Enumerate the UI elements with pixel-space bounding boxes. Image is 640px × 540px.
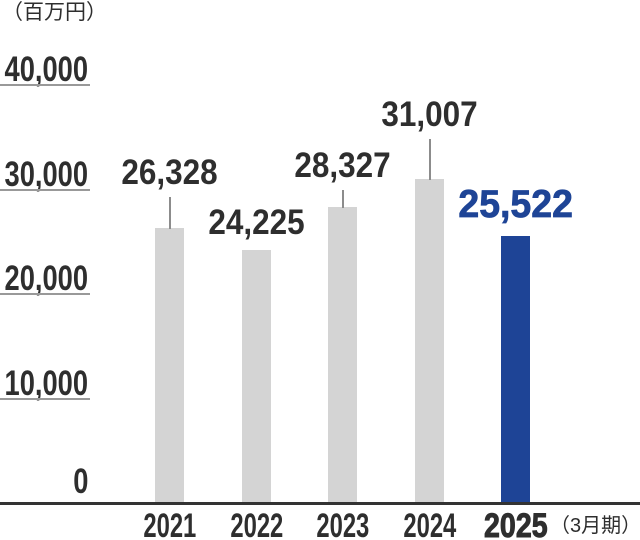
year-label-2024: 2024 bbox=[370, 509, 490, 540]
y-tick-text: 10,000 bbox=[4, 363, 88, 403]
value-label-2024: 31,007 bbox=[330, 97, 530, 132]
y-tick-text: 0 bbox=[72, 462, 88, 501]
y-tick-text: 20,000 bbox=[4, 259, 88, 298]
bar-2023 bbox=[328, 206, 357, 504]
bar-2024 bbox=[415, 178, 444, 504]
x-axis-unit-text: （3月期） bbox=[550, 515, 640, 537]
year-text: 2024 bbox=[403, 507, 456, 540]
y-tick-line bbox=[0, 397, 90, 400]
leader-line-2021 bbox=[168, 197, 171, 229]
leader-line-2023 bbox=[341, 190, 344, 208]
year-label-2025: 2025 bbox=[456, 509, 576, 540]
y-tick-line bbox=[0, 84, 90, 86]
leader-line-2024 bbox=[428, 139, 431, 180]
year-text: 2022 bbox=[230, 507, 283, 540]
y-tick-label-0: 0 bbox=[69, 464, 88, 499]
bar-2025 bbox=[501, 236, 530, 504]
y-axis-unit-text: （百万円） bbox=[2, 1, 107, 24]
x-axis-line bbox=[0, 502, 640, 505]
value-text: 25,522 bbox=[458, 183, 573, 226]
y-tick-label-10000: 10,000 bbox=[0, 366, 88, 401]
year-text: 2025 bbox=[483, 507, 548, 540]
y-tick-label-20000: 20,000 bbox=[0, 261, 88, 296]
y-tick-line bbox=[0, 293, 90, 295]
bar-2022 bbox=[242, 249, 271, 504]
value-text: 26,328 bbox=[121, 153, 218, 192]
value-text: 24,225 bbox=[208, 203, 305, 242]
year-label-2021: 2021 bbox=[110, 509, 230, 540]
value-label-2021: 26,328 bbox=[70, 155, 270, 190]
value-text: 28,327 bbox=[294, 146, 391, 185]
y-tick-label-40000: 40,000 bbox=[0, 52, 88, 87]
y-axis-unit-label: （百万円） bbox=[2, 2, 107, 23]
year-label-2023: 2023 bbox=[283, 509, 403, 540]
value-label-2025: 25,522 bbox=[416, 183, 616, 226]
year-text: 2023 bbox=[316, 507, 369, 540]
bar-2021 bbox=[155, 227, 184, 504]
y-tick-text: 40,000 bbox=[4, 50, 88, 89]
y-tick-text: 30,000 bbox=[4, 154, 88, 194]
year-text: 2021 bbox=[143, 507, 196, 540]
y-tick-label-30000: 30,000 bbox=[0, 157, 88, 192]
value-label-2022: 24,225 bbox=[157, 205, 357, 240]
value-label-2023: 28,327 bbox=[243, 148, 443, 183]
year-label-2022: 2022 bbox=[197, 509, 317, 540]
x-axis-unit-label: （3月期） bbox=[550, 516, 640, 536]
value-text: 31,007 bbox=[381, 95, 478, 134]
y-tick-line bbox=[0, 188, 90, 191]
